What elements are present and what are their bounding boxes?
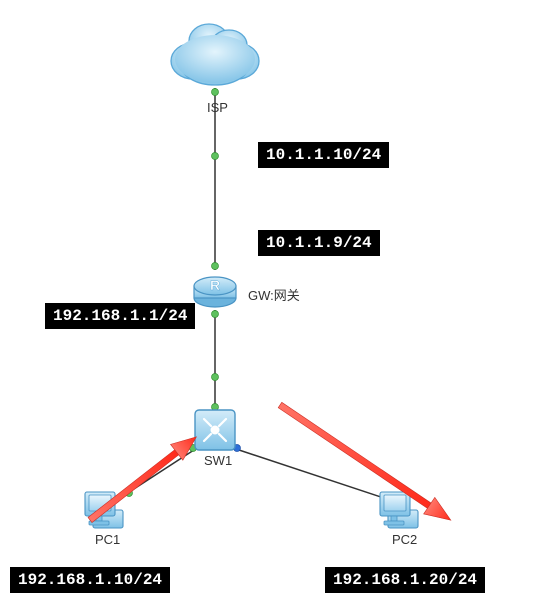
ip-gw-down: 192.168.1.1/24: [45, 303, 195, 329]
ip-pc1: 192.168.1.10/24: [10, 567, 170, 593]
node-isp: [171, 24, 259, 85]
arrow-in: [84, 429, 203, 528]
label-gw: GW:网关: [248, 285, 300, 304]
label-pc2: PC2: [392, 532, 417, 547]
label-sw1: SW1: [204, 453, 232, 468]
node-gw: R: [194, 277, 236, 307]
node-sw1: [195, 410, 235, 450]
ip-gw-up: 10.1.1.9/24: [258, 230, 380, 256]
label-isp: ISP: [207, 100, 228, 115]
label-pc1: PC1: [95, 532, 120, 547]
link-sw1-pc2: [233, 448, 396, 502]
arrow-out: [274, 397, 456, 529]
ip-isp-down: 10.1.1.10/24: [258, 142, 389, 168]
ip-pc2: 192.168.1.20/24: [325, 567, 485, 593]
svg-text:R: R: [210, 277, 220, 293]
